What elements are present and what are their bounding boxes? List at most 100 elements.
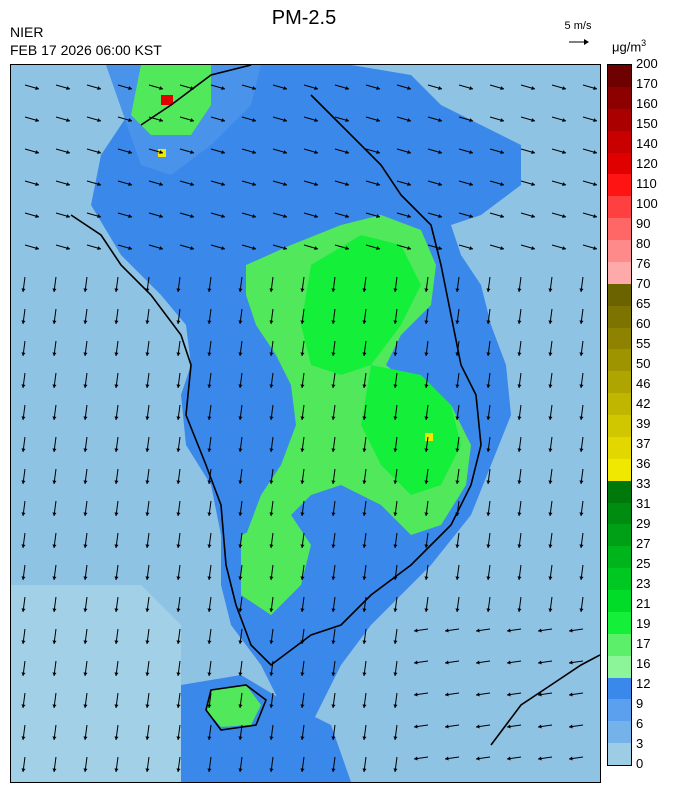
wind-arrow-head <box>83 640 88 644</box>
wind-arrow-head <box>176 320 181 324</box>
wind-arrow-head <box>517 416 522 420</box>
legend-tick: 0 <box>636 756 644 771</box>
wind-arrow-head <box>500 118 504 123</box>
wind-arrow-head <box>445 724 449 729</box>
legend-swatch <box>608 196 631 219</box>
wind-arrow-head <box>500 86 504 91</box>
wind-arrow-head <box>455 384 460 388</box>
wind-arrow-head <box>269 352 274 356</box>
wind-arrow-head <box>362 352 367 356</box>
wind-arrow-head <box>145 544 150 548</box>
legend-swatch <box>608 743 631 766</box>
wind-arrow-head <box>507 660 511 665</box>
wind-arrow-head <box>269 576 274 580</box>
wind-arrow-head <box>114 608 119 612</box>
wind-arrow-head <box>331 288 336 292</box>
wind-arrow-head <box>238 320 243 324</box>
wind-arrow-head <box>269 672 274 676</box>
wind-arrow-head <box>345 246 349 251</box>
wind-arrow-head <box>445 660 449 665</box>
wind-arrow-head <box>35 246 39 251</box>
wind-arrow-head <box>362 576 367 580</box>
wind-arrow-head <box>238 480 243 484</box>
wind-arrow-head <box>569 756 573 761</box>
wind-arrow-head <box>331 672 336 676</box>
wind-arrow-head <box>97 118 101 123</box>
wind-arrow-head <box>52 544 57 548</box>
wind-arrow-head <box>438 182 442 187</box>
wind-arrow-head <box>469 86 473 91</box>
unit-label: μg/m3 <box>612 38 647 55</box>
wind-arrow-head <box>314 182 318 187</box>
wind-arrow-head <box>548 576 553 580</box>
wind-arrow-head <box>362 544 367 548</box>
wind-arrow-head <box>517 480 522 484</box>
wind-arrow-head <box>176 736 181 740</box>
wind-arrow-head <box>362 640 367 644</box>
wind-arrow-head <box>176 640 181 644</box>
wind-arrow-head <box>345 86 349 91</box>
good-pm-zone-bright <box>301 235 421 375</box>
legend-swatch <box>608 305 631 328</box>
wind-arrow-head <box>52 672 57 676</box>
wind-arrow-head <box>145 576 150 580</box>
wind-arrow-head <box>486 416 491 420</box>
wind-arrow-head <box>21 576 26 580</box>
wind-arrow-head <box>507 628 511 633</box>
wind-arrow-head <box>531 246 535 251</box>
wind-arrow-head <box>207 480 212 484</box>
wind-arrow-head <box>159 214 163 219</box>
wind-arrow-head <box>562 246 566 251</box>
wind-arrow-head <box>114 512 119 516</box>
wind-arrow-head <box>424 416 429 420</box>
wind-arrow-head <box>221 214 225 219</box>
wind-arrow-head <box>562 118 566 123</box>
legend-swatch <box>608 546 631 569</box>
wind-arrow-head <box>569 692 573 697</box>
wind-arrow-head <box>283 214 287 219</box>
wind-arrow-head <box>83 480 88 484</box>
wind-arrow-head <box>238 544 243 548</box>
legend-tick: 170 <box>636 76 658 91</box>
wind-arrow-head <box>455 448 460 452</box>
wind-arrow-head <box>424 288 429 292</box>
wind-arrow-head <box>176 544 181 548</box>
wind-arrow-head <box>562 86 566 91</box>
wind-arrow-head <box>331 768 336 772</box>
wind-arrow-head <box>159 86 163 91</box>
wind-reference-label: 5 m/s <box>564 20 592 32</box>
legend-swatch <box>608 480 631 503</box>
wind-arrow-head <box>517 576 522 580</box>
wind-arrow-head <box>424 512 429 516</box>
wind-arrow-head <box>66 118 70 123</box>
wind-arrow-head <box>393 672 398 676</box>
agency-label: NIER <box>10 24 44 40</box>
wind-arrow-head <box>331 704 336 708</box>
legend-tick: 37 <box>636 436 651 451</box>
legend-tick: 60 <box>636 316 651 331</box>
legend-tick: 39 <box>636 416 651 431</box>
wind-arrow-head <box>207 288 212 292</box>
wind-arrow-head <box>362 416 367 420</box>
wind-arrow-head <box>438 246 442 251</box>
legend-tick: 46 <box>636 376 651 391</box>
wind-arrow-head <box>66 182 70 187</box>
good-pm-zone-jeju <box>206 685 261 727</box>
wind-arrow-head <box>252 182 256 187</box>
wind-arrow-head <box>362 384 367 388</box>
wind-arrow-head <box>445 692 449 697</box>
wind-arrow-head <box>579 448 584 452</box>
wind-arrow-head <box>114 704 119 708</box>
wind-arrow-head <box>538 628 542 633</box>
wind-arrow-head <box>438 214 442 219</box>
wind-arrow-head <box>538 692 542 697</box>
wind-arrow-head <box>500 214 504 219</box>
wind-arrow-head <box>393 608 398 612</box>
wind-arrow-head <box>438 118 442 123</box>
legend-tick: 120 <box>636 156 658 171</box>
wind-arrow-head <box>300 736 305 740</box>
wind-arrow-head <box>252 150 256 155</box>
wind-arrow-head <box>83 608 88 612</box>
wind-arrow-head <box>345 150 349 155</box>
wind-arrow-head <box>579 544 584 548</box>
